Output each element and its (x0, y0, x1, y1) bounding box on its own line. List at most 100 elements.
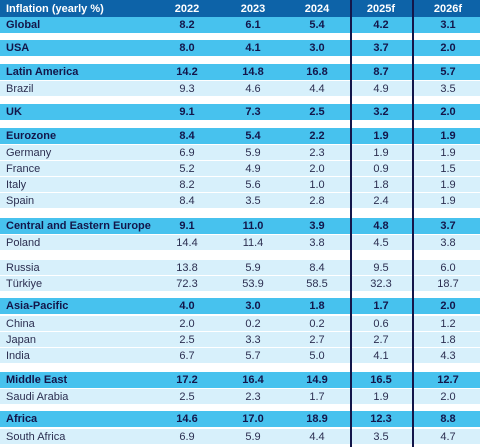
row-value-2025f: 12.3 (370, 413, 392, 425)
row-value-2023: 5.9 (245, 146, 261, 159)
table-row-country: Italy 8.2 5.6 1.0 1.8 1.9 (0, 177, 480, 192)
row-value-2023: 11.0 (242, 220, 264, 232)
table-row-region: Middle East 17.2 16.4 14.9 16.5 12.7 (0, 372, 480, 388)
row-value-2022: 14.6 (176, 413, 198, 425)
row-label: India (6, 349, 30, 362)
table-row-country: Poland 14.4 11.4 3.8 4.5 3.8 (0, 235, 480, 250)
row-value-2026f: 2.0 (440, 300, 456, 312)
row-value-2023: 4.9 (245, 162, 261, 175)
table-row-country: Spain 8.4 3.5 2.8 2.4 1.9 (0, 193, 480, 208)
row-value-2022: 8.2 (179, 19, 195, 31)
row-value-2024: 2.8 (309, 194, 325, 207)
row-value-2025f: 2.4 (373, 194, 389, 207)
row-value-2022: 2.5 (179, 333, 195, 346)
row-value-2023: 5.9 (245, 430, 261, 443)
table-row-region: Central and Eastern Europe 9.1 11.0 3.9 4.8 3… (0, 218, 480, 234)
row-value-2023: 5.7 (245, 349, 261, 362)
row-value-2023: 2.3 (245, 390, 261, 403)
row-value-2026f: 1.9 (440, 194, 456, 207)
table-row-country: China 2.0 0.2 0.2 0.6 1.2 (0, 316, 480, 331)
row-value-2024: 5.0 (309, 349, 325, 362)
row-value-2025f: 3.7 (373, 42, 389, 54)
row-label: France (6, 162, 41, 175)
row-value-2026f: 1.9 (440, 130, 456, 142)
row-value-2024: 18.9 (306, 413, 328, 425)
row-value-2024: 1.8 (309, 300, 325, 312)
table-row-region: Global 8.2 6.1 5.4 4.2 3.1 (0, 17, 480, 33)
row-label: Germany (6, 146, 52, 159)
row-value-2025f: 1.9 (373, 390, 389, 403)
row-label: South Africa (6, 430, 66, 443)
table-header-row: Inflation (yearly %) 2022 2023 2024 2025… (0, 0, 480, 17)
row-value-2026f: 2.0 (440, 42, 456, 54)
row-label: Brazil (6, 82, 34, 95)
row-value-2024: 2.0 (309, 162, 325, 175)
row-label: Eurozone (6, 130, 57, 142)
row-value-2026f: 4.7 (440, 430, 456, 443)
table-row-country: Brazil 9.3 4.6 4.4 4.9 3.5 (0, 81, 480, 96)
row-value-2023: 17.0 (242, 413, 264, 425)
table-row-country: France 5.2 4.9 2.0 0.9 1.5 (0, 161, 480, 176)
row-value-2026f: 6.0 (440, 261, 456, 274)
row-label: UK (6, 106, 22, 118)
row-value-2024: 16.8 (306, 66, 328, 78)
row-label: Türkiye (6, 277, 43, 290)
row-value-2022: 13.8 (176, 261, 198, 274)
row-value-2026f: 1.9 (440, 178, 456, 191)
table-row-country: Türkiye 72.3 53.9 58.5 32.3 18.7 (0, 276, 480, 291)
row-value-2022: 9.3 (179, 82, 195, 95)
row-value-2026f: 1.2 (440, 317, 456, 330)
table-row-region: Latin America 14.2 14.8 16.8 8.7 5.7 (0, 64, 480, 80)
row-value-2026f: 3.5 (440, 82, 456, 95)
header-2022: 2022 (174, 2, 200, 15)
row-value-2023: 16.4 (242, 374, 264, 386)
row-label: Asia-Pacific (6, 300, 69, 312)
row-label: USA (6, 42, 30, 54)
row-label: Russia (6, 261, 40, 274)
row-value-2023: 7.3 (245, 106, 261, 118)
row-value-2025f: 4.9 (373, 82, 389, 95)
row-value-2022: 8.4 (179, 194, 195, 207)
row-value-2026f: 3.1 (440, 19, 456, 31)
row-value-2023: 4.1 (245, 42, 261, 54)
row-value-2022: 14.2 (176, 66, 198, 78)
row-value-2024: 3.0 (309, 42, 325, 54)
row-value-2026f: 4.3 (440, 349, 456, 362)
row-value-2022: 4.0 (179, 300, 195, 312)
header-2025f: 2025f (366, 2, 396, 15)
row-value-2025f: 32.3 (370, 277, 392, 290)
row-value-2023: 3.3 (245, 333, 261, 346)
row-value-2024: 5.4 (309, 19, 325, 31)
row-value-2022: 6.7 (179, 349, 195, 362)
row-value-2022: 9.1 (179, 220, 195, 232)
row-value-2024: 3.9 (309, 220, 325, 232)
row-value-2026f: 8.8 (440, 413, 456, 425)
table-row-region: Africa 14.6 17.0 18.9 12.3 8.8 (0, 411, 480, 427)
row-value-2026f: 3.8 (440, 236, 456, 249)
row-value-2023: 4.6 (245, 82, 261, 95)
row-value-2022: 72.3 (176, 277, 198, 290)
row-value-2025f: 2.7 (373, 333, 389, 346)
row-label: Global (6, 19, 41, 31)
row-label: Latin America (6, 66, 79, 78)
table-row-country: India 6.7 5.7 5.0 4.1 4.3 (0, 348, 480, 363)
row-value-2022: 5.2 (179, 162, 195, 175)
row-value-2023: 53.9 (242, 277, 264, 290)
table-row-region: UK 9.1 7.3 2.5 3.2 2.0 (0, 104, 480, 120)
forecast-divider-right (412, 0, 414, 447)
row-value-2024: 1.7 (309, 390, 325, 403)
row-value-2025f: 0.9 (373, 162, 389, 175)
row-value-2024: 0.2 (309, 317, 325, 330)
row-value-2025f: 0.6 (373, 317, 389, 330)
row-value-2025f: 4.8 (373, 220, 389, 232)
row-value-2026f: 2.0 (440, 390, 456, 403)
table-row-country: Japan 2.5 3.3 2.7 2.7 1.8 (0, 332, 480, 347)
row-value-2024: 58.5 (306, 277, 328, 290)
row-label: Italy (6, 178, 27, 191)
row-label: Africa (6, 413, 38, 425)
row-value-2025f: 1.7 (373, 300, 389, 312)
row-label: Central and Eastern Europe (6, 220, 151, 232)
row-value-2024: 14.9 (306, 374, 328, 386)
row-value-2024: 2.2 (309, 130, 325, 142)
header-2026f: 2026f (433, 2, 463, 15)
